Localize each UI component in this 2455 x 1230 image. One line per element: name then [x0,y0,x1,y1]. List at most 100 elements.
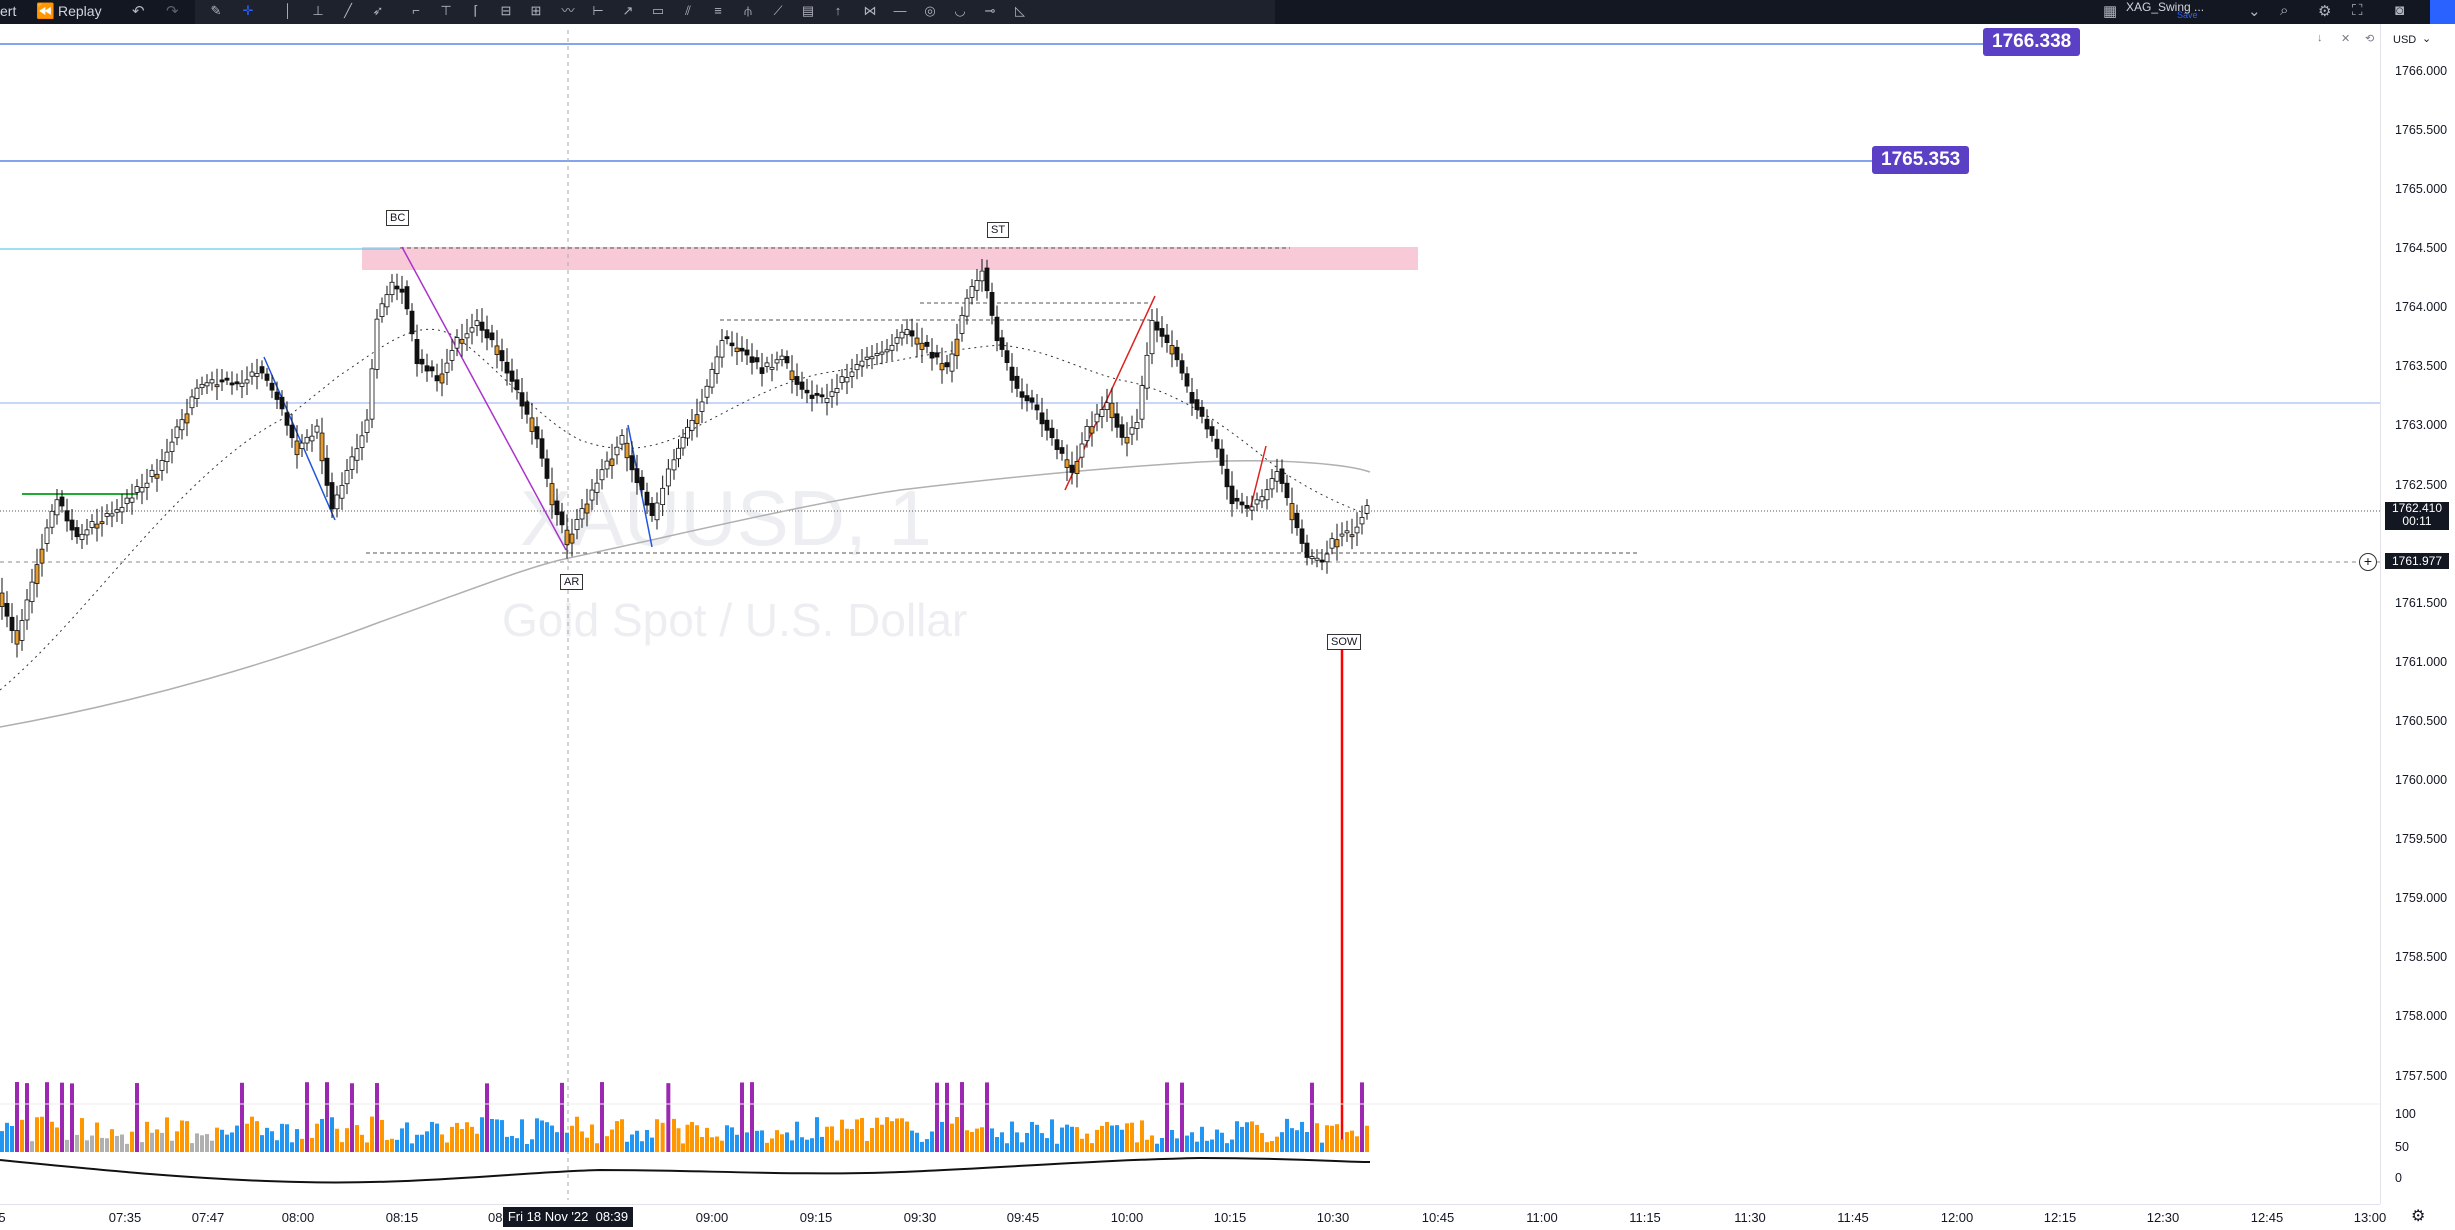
candle-body [1224,468,1230,488]
date-range-tool-icon[interactable]: ⊞ [530,3,542,18]
refresh-icon[interactable]: ⟲ [2365,33,2375,45]
time-axis[interactable] [0,1204,2380,1230]
undo-icon[interactable]: ↶ [132,3,145,20]
redo-icon[interactable]: ↷ [166,3,179,20]
candle-body [339,484,345,499]
publish-button[interactable] [2430,0,2455,24]
search-icon[interactable]: ⌕ [2280,2,2289,19]
candle-body [1354,526,1360,534]
add-alert-plus-icon[interactable]: + [2359,553,2377,571]
pitchfork-tool-icon[interactable]: ⫛ [744,3,752,18]
cursor-tool-icon[interactable]: ➶ [372,3,384,18]
settings-gear-icon[interactable]: ⚙ [2318,3,2332,20]
range-tool-icon[interactable]: ⊟ [500,3,512,18]
candle-body [999,337,1005,350]
candle-body [539,438,545,459]
red-trendline-1[interactable] [1064,295,1156,491]
layout-save-label[interactable]: Save [2177,10,2198,20]
box-tool-icon[interactable]: ▭ [651,3,665,18]
candle-body [389,281,395,296]
callout-tool-icon[interactable]: ⌈ [473,3,479,18]
gann-tool-icon[interactable]: ▤ [801,3,815,18]
candle-body [19,620,25,641]
supply-zone[interactable] [362,247,1418,270]
price-axis[interactable]: ↓ ✕ ⟲ USD ⌄ 1766.000 1765.500 1765.000 1764… [2317,24,2455,1225]
volume-bar [310,1137,314,1152]
volume-bar [775,1130,779,1152]
price-chart[interactable]: XAUUSD, 1 Gold Spot / U.S. Dollar [0,24,2380,1204]
volume-bar [1185,1135,1189,1152]
replay-button[interactable]: Replay [58,3,102,19]
alert-badge-2[interactable]: 1765.353 [1872,146,1970,174]
candle-body [769,366,775,370]
ray-tool-icon[interactable]: ↗ [622,3,634,18]
volume-bar [550,1125,554,1152]
fullscreen-icon[interactable]: ⛶ [2352,2,2363,19]
close-icon[interactable]: ✕ [2341,33,2351,45]
crosshair-tool-icon[interactable]: ✛ [242,3,254,18]
horizontal-line-tool-icon[interactable]: — [893,3,907,18]
candle-body [934,352,940,358]
ellipse-tool-icon[interactable]: ⊸ [984,3,996,18]
triangle-tool-icon[interactable]: ◺ [1015,3,1025,18]
wyckoff-label-st[interactable]: ST [987,222,1010,238]
candle-body [604,460,610,470]
toolbar-left-label[interactable]: ert [0,3,17,19]
currency-chevron-icon[interactable]: ⌄ [2422,33,2432,45]
candle-body [884,349,890,353]
pattern-tool-icon[interactable]: 〰 [561,3,575,18]
layout-icon[interactable]: ▦ [2103,3,2118,20]
currency-selector[interactable]: USD [2393,34,2417,46]
volume-bar [780,1134,784,1152]
pin-tool-icon[interactable]: ⊤ [440,3,452,18]
measure-tool-icon[interactable]: ⊢ [592,3,604,18]
download-icon[interactable]: ↓ [2317,32,2323,44]
time-label: 10:15 [1213,1210,1247,1225]
candle-body [929,351,935,359]
price-label: 1758.000 [2395,1009,2448,1023]
cycle-tool-icon[interactable]: ◎ [924,3,936,18]
wyckoff-label-ar[interactable]: AR [560,574,584,590]
wyckoff-label-sow[interactable]: SOW [1327,634,1362,650]
replay-icon[interactable]: ⏪ [36,3,55,20]
candle-body [244,379,250,384]
volume-bar [320,1118,324,1152]
candle-body [369,368,375,420]
trend-angle-tool-icon[interactable]: ⊥ [312,3,324,18]
brush-tool-icon[interactable]: ✎ [210,3,222,18]
candle-body [844,377,850,383]
trendline-tool-icon[interactable]: ╱ [344,3,352,18]
volume-bar [525,1143,529,1152]
fib-tool-icon[interactable]: ≡ [714,3,722,18]
volume-bar [260,1135,264,1152]
layout-name[interactable]: XAG_Swing ... [2126,0,2205,14]
chevron-down-icon[interactable]: ⌄ [2248,3,2261,20]
volume-bar [450,1126,454,1152]
volume-bar [1070,1126,1074,1152]
volume-bar [465,1122,469,1152]
candle-body [1164,334,1170,344]
wyckoff-label-bc[interactable]: BC [386,210,410,226]
volume-bar [1040,1133,1044,1152]
arc-tool-icon[interactable]: ◡ [954,3,966,18]
candle-body [364,419,370,433]
candle-body [324,457,330,486]
candle-body [469,327,475,333]
elliott-tool-icon[interactable]: ⋈ [863,3,877,18]
candle-body [629,455,635,471]
red-trendline-2[interactable] [1249,445,1267,511]
blue-trendline-1[interactable] [263,356,336,521]
current-price-tag[interactable]: 1762.410 00:11 [2385,502,2449,530]
camera-icon[interactable]: ◙ [2395,2,2405,19]
purple-trendline[interactable] [401,246,567,551]
forecast-tool-icon[interactable]: ↑ [834,3,842,18]
vertical-line-tool-icon[interactable]: │ [283,3,293,18]
candle-body [329,482,335,510]
rectangle-tool-icon[interactable]: ⌐ [412,3,420,18]
text-tool-icon[interactable]: ⟋ [773,3,783,18]
candle-body [434,375,440,382]
volume-bar [105,1138,109,1152]
parallel-channel-tool-icon[interactable]: ⫽ [685,3,691,18]
axis-settings-gear-icon[interactable]: ⚙ [2411,1208,2426,1225]
alert-badge-1[interactable]: 1766.338 [1983,28,2081,56]
